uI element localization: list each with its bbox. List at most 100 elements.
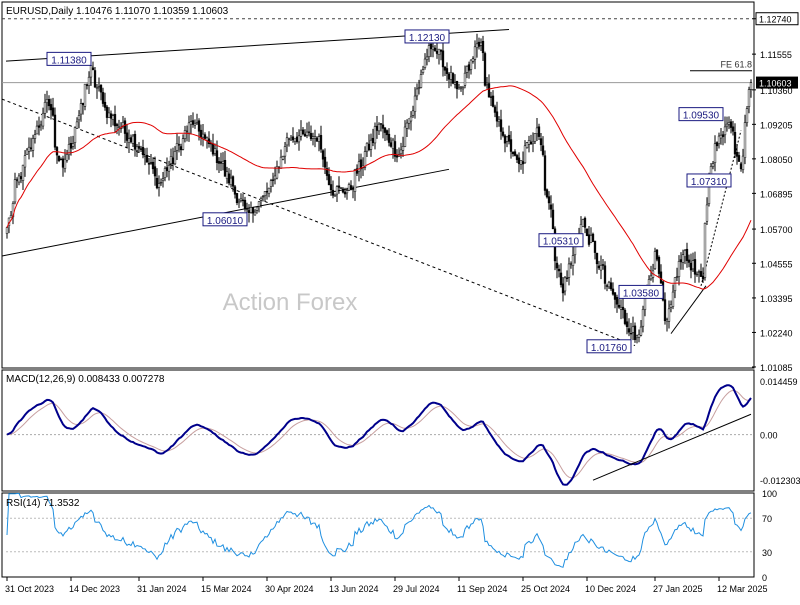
- candle-body: [175, 143, 179, 151]
- macd-axis-label: 0.00: [760, 431, 778, 441]
- rsi-axis-label: 0: [762, 573, 767, 583]
- candle-body: [429, 43, 433, 50]
- candle-body: [131, 135, 135, 144]
- candle-body: [599, 265, 603, 271]
- candle-body: [509, 139, 513, 152]
- candle-body: [79, 103, 83, 115]
- price-axis-label: 1.04555: [760, 259, 793, 269]
- candle-body: [585, 228, 589, 236]
- candle-body: [693, 259, 697, 275]
- watermark-text: Action Forex: [223, 289, 358, 316]
- date-axis-label: 31 Oct 2023: [5, 584, 54, 594]
- candle-body: [629, 333, 633, 335]
- candle-body: [733, 131, 737, 155]
- candle-body: [337, 185, 341, 188]
- candle-body: [703, 222, 707, 278]
- candle-body: [683, 250, 687, 258]
- candle-body: [593, 240, 597, 253]
- candle-body: [335, 186, 339, 195]
- candle-body: [609, 282, 613, 290]
- candle-body: [97, 86, 101, 88]
- macd-panel: 0.014459 0.00 -0.012303: [6, 377, 800, 486]
- candle-body: [271, 179, 275, 181]
- candle-body: [461, 87, 465, 90]
- rsi-title: RSI(14) 71.3532: [6, 498, 80, 509]
- candle-body: [463, 72, 467, 86]
- candle-body: [539, 138, 543, 146]
- candle-body: [505, 136, 509, 142]
- candle-body: [287, 138, 291, 140]
- candle-body: [267, 187, 271, 194]
- candle-body: [459, 86, 463, 89]
- candle-body: [723, 126, 727, 136]
- candle-body: [155, 177, 159, 189]
- candle-body: [125, 132, 129, 141]
- candle-body: [605, 285, 609, 287]
- candle-body: [519, 160, 523, 165]
- candle-body: [411, 110, 415, 116]
- candle-body: [401, 146, 405, 151]
- candle-body: [445, 68, 449, 74]
- candle-body: [293, 138, 297, 143]
- candle-body: [637, 334, 641, 338]
- rsi-panel: 100 70 30 0: [6, 489, 777, 583]
- candle-body: [205, 137, 209, 141]
- candle-body: [181, 138, 185, 150]
- candle-body: [423, 58, 427, 68]
- candle-body: [385, 130, 389, 136]
- candle-body: [345, 190, 349, 194]
- candle-body: [237, 201, 241, 204]
- candle-body: [21, 164, 25, 181]
- candle-body: [19, 176, 23, 179]
- candle-body: [35, 125, 39, 135]
- candle-body: [65, 154, 69, 161]
- candle-body: [377, 123, 381, 132]
- candle-body: [583, 217, 587, 228]
- candle-body: [557, 268, 561, 272]
- candle-body: [515, 155, 519, 160]
- candle-body: [495, 111, 499, 122]
- date-axis-label: 12 Mar 2025: [717, 584, 768, 594]
- candle-body: [359, 159, 363, 170]
- candle-body: [391, 139, 395, 149]
- candle-body: [437, 48, 441, 55]
- candle-body: [691, 260, 695, 270]
- price-label-box: [538, 233, 584, 248]
- candle-body: [507, 134, 511, 142]
- candle-body: [529, 141, 533, 145]
- candle-body: [57, 155, 61, 161]
- candle-body: [219, 161, 223, 164]
- candle-body: [135, 146, 139, 151]
- grid-lines: [2, 18, 752, 84]
- candle-body: [321, 150, 325, 160]
- candle-body: [141, 147, 145, 156]
- candle-body: [33, 134, 37, 139]
- candle-body: [371, 137, 375, 144]
- candle-body: [617, 304, 621, 308]
- candle-body: [303, 133, 307, 137]
- price-axis-label: 1.09205: [760, 120, 793, 130]
- candle-body: [161, 178, 165, 181]
- price-label: 1.12130: [409, 33, 446, 44]
- candle-body: [77, 115, 81, 121]
- candle-body: [471, 58, 475, 62]
- candle-body: [281, 156, 285, 160]
- candle-body: [665, 319, 669, 322]
- candle-body: [171, 157, 175, 164]
- candle-body: [147, 162, 151, 165]
- candle-body: [251, 207, 255, 214]
- candle-body: [339, 187, 343, 189]
- candle-body: [431, 46, 435, 50]
- candle-body: [427, 45, 431, 57]
- current-price-label: 1.10603: [759, 79, 792, 89]
- candle-body: [641, 309, 645, 327]
- current-price-box: [756, 76, 798, 89]
- candle-body: [613, 292, 617, 300]
- moving-average-line: [6, 85, 752, 290]
- candle-body: [167, 165, 171, 172]
- candle-body: [549, 204, 553, 210]
- price-label: 1.09530: [683, 111, 720, 122]
- date-axis-label: 13 Jun 2024: [329, 584, 379, 594]
- candle-body: [653, 251, 657, 269]
- candle-body: [179, 146, 183, 151]
